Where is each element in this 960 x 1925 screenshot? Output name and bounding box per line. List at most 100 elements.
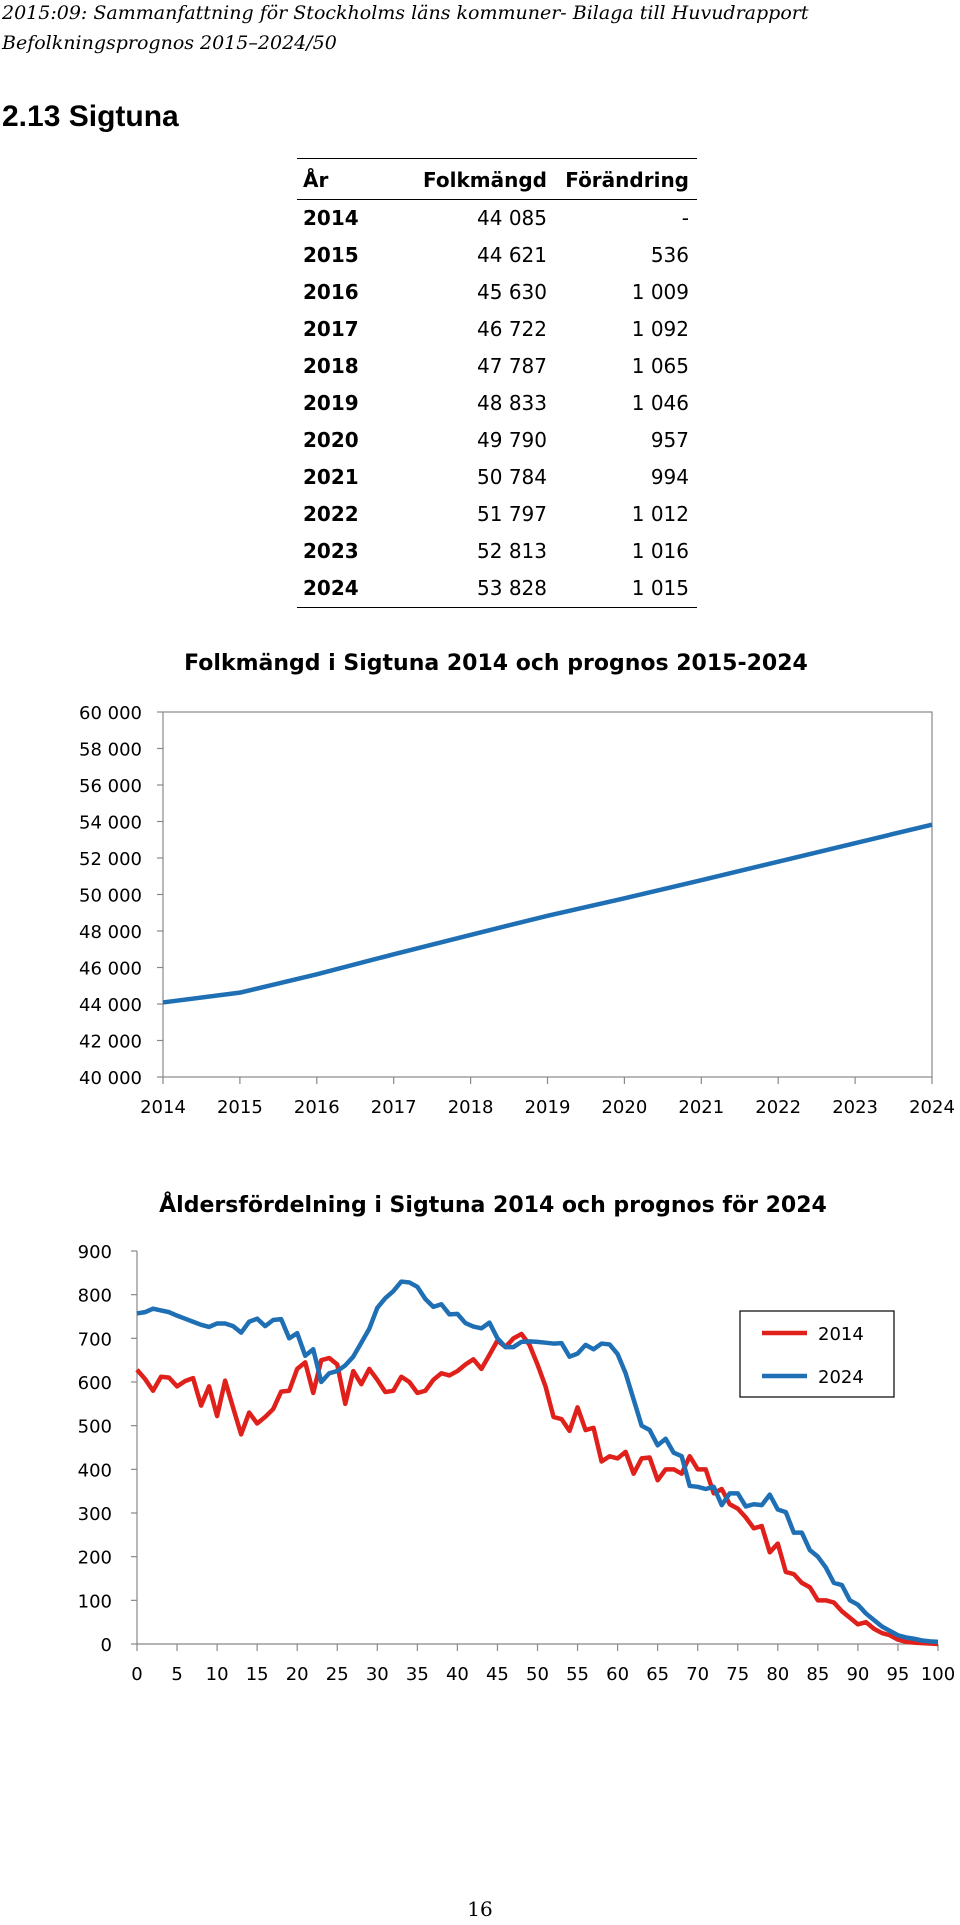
chart1-x-tick-label: 2014 <box>140 1097 186 1118</box>
cell-change: 536 <box>650 243 689 267</box>
chart2-x-tick-label: 60 <box>606 1664 629 1685</box>
chart1-y-tick-label: 54 000 <box>79 813 142 834</box>
cell-population: 46 722 <box>477 317 547 341</box>
chart1-series-line <box>162 822 933 1005</box>
chart1-y-tick-label: 44 000 <box>79 995 142 1016</box>
cell-year: 2019 <box>303 391 359 415</box>
chart2-x-tick-label: 25 <box>326 1664 349 1685</box>
chart2-y-tick-label: 900 <box>78 1242 112 1263</box>
cell-year: 2024 <box>303 576 359 600</box>
running-header-line2: Befolkningsprognos 2015–2024/50 <box>2 32 337 54</box>
chart2-y-tick-label: 400 <box>78 1460 112 1481</box>
cell-year: 2015 <box>303 243 359 267</box>
cell-population: 48 833 <box>477 391 547 415</box>
chart2-x-tick-label: 55 <box>566 1664 589 1685</box>
cell-population: 44 085 <box>477 206 547 230</box>
chart2-y-tick-label: 300 <box>78 1504 112 1525</box>
chart2-x-tick-label: 75 <box>726 1664 749 1685</box>
chart2-y-tick-label: 0 <box>101 1635 112 1656</box>
chart1-x-tick-label: 2024 <box>909 1097 955 1118</box>
table-row: 2016 45 630 1 009 <box>297 274 697 311</box>
chart2-title: Åldersfördelning i Sigtuna 2014 och prog… <box>159 1192 827 1218</box>
cell-year: 2021 <box>303 465 359 489</box>
cell-population: 45 630 <box>477 280 547 304</box>
chart1-x-tick-label: 2023 <box>832 1097 878 1118</box>
page-number: 16 <box>467 1897 493 1921</box>
cell-population: 53 828 <box>477 576 547 600</box>
cell-year: 2020 <box>303 428 359 452</box>
chart1-x-tick-label: 2017 <box>371 1097 417 1118</box>
chart2-y-tick-label: 700 <box>78 1329 112 1350</box>
chart2-legend: 2014 2024 <box>739 1310 895 1398</box>
chart1-x-tick-label: 2018 <box>448 1097 494 1118</box>
table-header-row: År Folkmängd Förändring <box>297 159 697 199</box>
chart1-y-tick-label: 60 000 <box>79 703 142 724</box>
chart2-y-tick-label: 800 <box>78 1286 112 1307</box>
chart1-y-tick-label: 42 000 <box>79 1032 142 1053</box>
header-population: Folkmängd <box>423 168 547 192</box>
table-row: 2022 51 797 1 012 <box>297 496 697 533</box>
chart2-x-tick-label: 10 <box>206 1664 229 1685</box>
cell-population: 49 790 <box>477 428 547 452</box>
cell-change: 994 <box>650 465 689 489</box>
chart2-x-tick-label: 65 <box>646 1664 669 1685</box>
chart1-x-tick-label: 2020 <box>601 1097 647 1118</box>
chart2-x-tick-label: 90 <box>846 1664 869 1685</box>
chart1-y-tick-label: 40 000 <box>79 1068 142 1089</box>
chart2-x-tick-label: 35 <box>406 1664 429 1685</box>
chart2-legend-box <box>739 1310 895 1398</box>
age-distribution-chart: Åldersfördelning i Sigtuna 2014 och prog… <box>78 1192 956 1685</box>
table-row: 2017 46 722 1 092 <box>297 311 697 348</box>
cell-year: 2023 <box>303 539 359 563</box>
cell-year: 2022 <box>303 502 359 526</box>
table-bottom-rule <box>297 607 697 608</box>
cell-population: 44 621 <box>477 243 547 267</box>
table-row: 2021 50 784 994 <box>297 459 697 496</box>
cell-year: 2018 <box>303 354 359 378</box>
cell-change: 957 <box>650 428 689 452</box>
chart2-x-tick-label: 5 <box>171 1664 182 1685</box>
cell-change: 1 092 <box>631 317 689 341</box>
chart1-plot-area <box>162 711 933 1078</box>
table-row: 2015 44 621 536 <box>297 237 697 274</box>
chart1-title: Folkmängd i Sigtuna 2014 och prognos 201… <box>184 651 808 676</box>
chart2-legend-label: 2014 <box>818 1324 864 1345</box>
chart1-x-tick-label: 2021 <box>678 1097 724 1118</box>
table-row: 2019 48 833 1 046 <box>297 385 697 422</box>
cell-population: 47 787 <box>477 354 547 378</box>
chart1-y-tick-label: 52 000 <box>79 849 142 870</box>
table-row: 2023 52 813 1 016 <box>297 533 697 570</box>
chart2-x-tick-label: 40 <box>446 1664 469 1685</box>
chart2-x-tick-label: 100 <box>921 1664 955 1685</box>
cell-change: 1 065 <box>631 354 689 378</box>
cell-change: 1 046 <box>631 391 689 415</box>
chart2-y-tick-label: 100 <box>78 1591 112 1612</box>
chart1-y-tick-label: 46 000 <box>79 959 142 980</box>
cell-population: 52 813 <box>477 539 547 563</box>
chart1-x-tick-label: 2019 <box>525 1097 571 1118</box>
cell-change: 1 015 <box>631 576 689 600</box>
chart2-x-tick-label: 95 <box>886 1664 909 1685</box>
chart2-y-tick-label: 600 <box>78 1373 112 1394</box>
chart2-x-tick-label: 50 <box>526 1664 549 1685</box>
table-top-rule <box>297 158 697 159</box>
chart1-y-tick-label: 48 000 <box>79 922 142 943</box>
chart2-x-tick-label: 0 <box>131 1664 142 1685</box>
chart2-y-tick-label: 500 <box>78 1417 112 1438</box>
chart1-y-tick-label: 50 000 <box>79 886 142 907</box>
table-row: 2024 53 828 1 015 <box>297 570 697 607</box>
chart1-y-tick-label: 56 000 <box>79 776 142 797</box>
section-title: 2.13 Sigtuna <box>2 100 179 133</box>
chart1-x-tick-label: 2016 <box>294 1097 340 1118</box>
chart1-x-tick-label: 2022 <box>755 1097 801 1118</box>
cell-change: 1 009 <box>631 280 689 304</box>
table-row: 2020 49 790 957 <box>297 422 697 459</box>
population-table: År Folkmängd Förändring 2014 44 085 - 2015 4… <box>297 158 697 608</box>
header-change: Förändring <box>565 168 689 192</box>
cell-change: 1 012 <box>631 502 689 526</box>
chart2-x-tick-label: 85 <box>806 1664 829 1685</box>
running-header-line1: 2015:09: Sammanfattning för Stockholms l… <box>2 2 809 24</box>
chart2-legend-label: 2024 <box>818 1367 864 1388</box>
chart2-x-tick-label: 30 <box>366 1664 389 1685</box>
table-header-rule <box>297 199 697 200</box>
